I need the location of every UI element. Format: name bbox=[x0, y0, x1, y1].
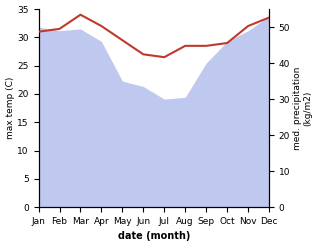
Y-axis label: med. precipitation
(kg/m2): med. precipitation (kg/m2) bbox=[293, 66, 313, 150]
X-axis label: date (month): date (month) bbox=[118, 231, 190, 242]
Y-axis label: max temp (C): max temp (C) bbox=[5, 77, 15, 139]
